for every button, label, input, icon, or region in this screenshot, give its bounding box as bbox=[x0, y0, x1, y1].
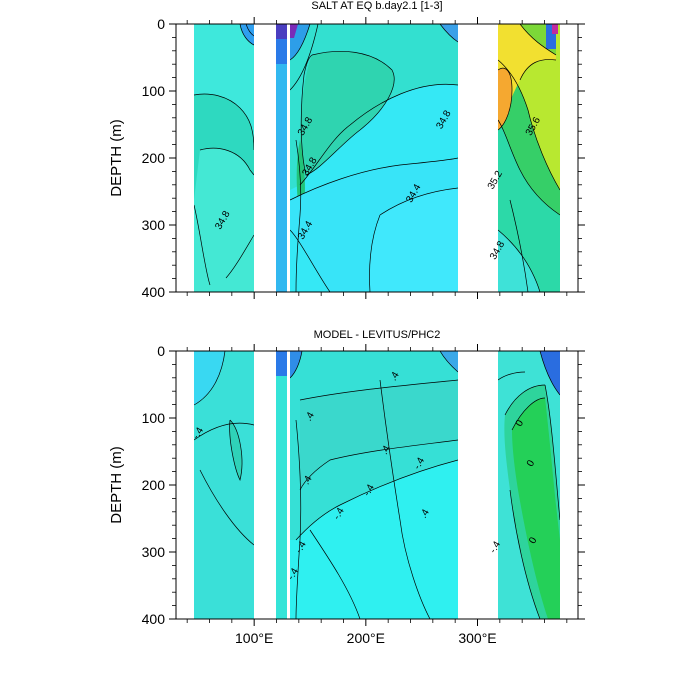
bottom-x-axis: 100°E 200°E 300°E bbox=[186, 344, 568, 646]
bottom-contour-label: -.4 bbox=[286, 566, 302, 582]
top-y-tick-label: 200 bbox=[142, 150, 166, 166]
bottom-x-tick-label: 100°E bbox=[235, 630, 273, 646]
bottom-contour-label: 0 bbox=[525, 458, 538, 469]
top-y-tick-label: 400 bbox=[142, 284, 166, 300]
top-y-axis-label: DEPTH (m) bbox=[108, 119, 125, 197]
bottom-contour-label: 0 bbox=[527, 535, 540, 546]
bottom-contour-label: -.4 bbox=[331, 506, 347, 522]
top-contour-field bbox=[176, 24, 578, 292]
bottom-contour-label: 0 bbox=[514, 418, 527, 429]
bottom-contour-label: -.4 bbox=[293, 539, 309, 555]
top-y-axis: 0 100 200 300 400 bbox=[142, 16, 585, 300]
top-panel-title: SALT AT EQ b.day2.1 [1-3] bbox=[311, 0, 442, 12]
bottom-contour-label: -.4 bbox=[488, 539, 504, 555]
top-y-tick-label: 300 bbox=[142, 217, 166, 233]
bottom-panel: MODEL - LEVITUS/PHC2 bbox=[108, 329, 585, 646]
bottom-x-tick-label: 300°E bbox=[458, 630, 496, 646]
bottom-contour-labels: .4.40-.4.40-.4.4-.4-.4.40-.4 -.4-.4 bbox=[191, 370, 540, 582]
bottom-contour-label: -.4 bbox=[362, 482, 378, 498]
top-y-tick-label: 100 bbox=[142, 83, 166, 99]
bottom-y-tick-label: 100 bbox=[142, 410, 166, 426]
bottom-contour-label: -.4 bbox=[191, 425, 207, 441]
top-panel: SALT AT EQ b.day2.1 [1-3] bbox=[108, 0, 585, 300]
bottom-x-tick-label: 200°E bbox=[347, 630, 385, 646]
bottom-y-tick-label: 200 bbox=[142, 477, 166, 493]
bottom-y-tick-label: 300 bbox=[142, 544, 166, 560]
bottom-y-axis: 0 100 200 300 400 bbox=[142, 343, 585, 627]
bottom-y-tick-label: 400 bbox=[142, 611, 166, 627]
bottom-panel-title: MODEL - LEVITUS/PHC2 bbox=[314, 329, 441, 341]
bottom-contour-label: -.4 bbox=[412, 455, 428, 471]
bottom-contour-field bbox=[176, 351, 578, 619]
top-y-tick-label: 0 bbox=[157, 16, 165, 32]
bottom-y-axis-label: DEPTH (m) bbox=[108, 446, 125, 524]
bottom-y-tick-label: 0 bbox=[157, 343, 165, 359]
top-x-axis bbox=[186, 17, 568, 299]
